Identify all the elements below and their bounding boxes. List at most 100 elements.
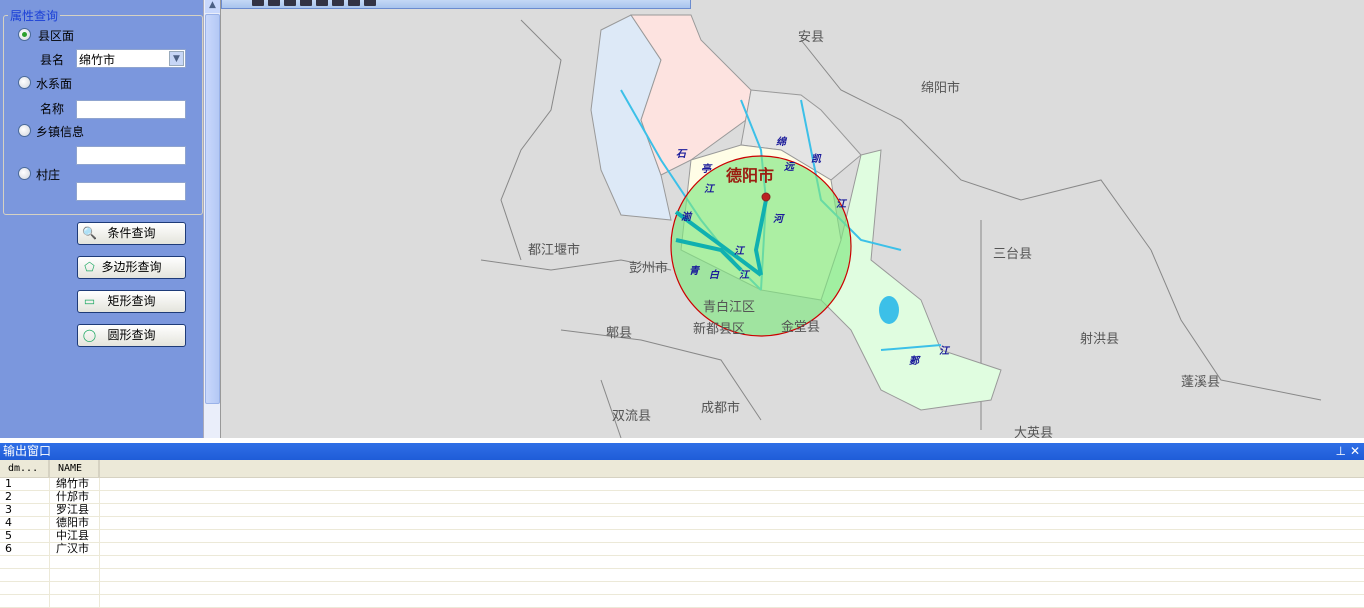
map-view[interactable]: 德阳市 安县 绵阳市 都江堰市 彭州市 青白江区 郫县 新都县区 金堂县 三台县… (220, 0, 1364, 438)
select-icon[interactable] (316, 0, 328, 6)
output-window: 输出窗口 ⊥ ✕ dm... NAME 1 绵竹市 2 什邡市 3 罗江县 4 德阳市 5 中江县 6 广… (0, 443, 1364, 608)
map-label: 大英县 (1014, 426, 1054, 438)
panel-scrollbar[interactable]: ▲ (203, 0, 220, 438)
pin-icon[interactable]: ⊥ (1335, 444, 1346, 458)
county-value: 绵竹市 (79, 53, 116, 67)
scroll-thumb[interactable] (205, 14, 220, 404)
name-label: 名称 (40, 102, 65, 116)
lake (879, 296, 899, 324)
cell-name: 什邡市 (50, 491, 100, 503)
county-select[interactable]: 绵竹市 ▼ (76, 49, 186, 68)
table-body: 1 绵竹市 2 什邡市 3 罗江县 4 德阳市 5 中江县 6 广汉市 (0, 478, 1364, 608)
river (674, 210, 763, 277)
river-label: 青 (689, 266, 699, 277)
table-row[interactable]: 5 中江县 (0, 530, 1364, 543)
full-extent-icon[interactable] (300, 0, 312, 6)
map-label: 都江堰市 (528, 243, 581, 258)
county-label: 县名 (40, 53, 65, 67)
measure-icon[interactable] (332, 0, 344, 6)
cell-name: 广汉市 (50, 543, 100, 555)
map-label: 郫县 (606, 326, 633, 341)
circle-select-icon: ◯ (82, 328, 97, 342)
chevron-down-icon[interactable]: ▼ (169, 51, 184, 66)
rectangle-query-button[interactable]: ▭ 矩形查询 (77, 290, 186, 313)
polygon-select-icon: ⬠ (84, 260, 95, 274)
cell-dm: 6 (0, 543, 50, 555)
pan-icon[interactable] (284, 0, 296, 6)
radio-village-label: 村庄 (36, 168, 61, 182)
town-input[interactable] (76, 146, 186, 165)
village-input[interactable] (76, 182, 186, 201)
boundary (1150, 249, 1322, 401)
table-row[interactable]: 1 绵竹市 (0, 478, 1364, 491)
table-row[interactable]: 6 广汉市 (0, 543, 1364, 556)
zoom-in-icon[interactable] (252, 0, 264, 6)
cell-name: 罗江县 (50, 504, 100, 516)
radio-town[interactable] (18, 124, 31, 137)
table-row[interactable]: 4 德阳市 (0, 517, 1364, 530)
column-header[interactable]: dm... (0, 460, 50, 477)
zoom-out-icon[interactable] (268, 0, 280, 6)
map-canvas (480, 14, 1322, 438)
map-label: 安县 (798, 30, 825, 45)
river-label: 河 (773, 214, 783, 225)
map-label: 成都市 (701, 401, 741, 416)
boundary (500, 19, 562, 261)
boundary (480, 259, 672, 271)
river-label: 湔 (681, 212, 691, 223)
table-row[interactable]: 2 什邡市 (0, 491, 1364, 504)
boundary (560, 329, 762, 421)
attribute-query-group (3, 15, 203, 215)
river-label: 江 (704, 184, 714, 195)
query-panel: 属性查询 县区面 县名 绵竹市 ▼ 水系面 名称 乡镇信息 村庄 🔍 条件查询 ⬠ 多… (0, 0, 203, 438)
button-label: 圆形查询 (107, 328, 156, 342)
boundary (800, 39, 1152, 251)
radio-water-label: 水系面 (36, 77, 73, 91)
circle-query-button[interactable]: ◯ 圆形查询 (77, 324, 186, 347)
river-label: 江 (836, 199, 846, 210)
cell-dm: 4 (0, 517, 50, 529)
output-title: 输出窗口 (3, 444, 52, 458)
river-label: 远 (784, 162, 794, 173)
river-label: 绵 (776, 137, 786, 148)
boundary (600, 379, 622, 438)
table-row[interactable]: 3 罗江县 (0, 504, 1364, 517)
query-circle (670, 155, 852, 337)
river-label: 凯 (811, 154, 821, 165)
cell-dm: 3 (0, 504, 50, 516)
cell-name: 德阳市 (50, 517, 100, 529)
river-label: 石 (676, 149, 686, 160)
map-label: 射洪县 (1080, 332, 1120, 347)
identify-icon[interactable] (348, 0, 360, 6)
condition-query-button[interactable]: 🔍 条件查询 (77, 222, 186, 245)
print-icon[interactable] (364, 0, 376, 6)
map-label: 新都县区 (693, 322, 746, 337)
scroll-up-icon[interactable]: ▲ (205, 0, 220, 13)
radio-village[interactable] (18, 167, 31, 180)
radio-town-label: 乡镇信息 (36, 125, 85, 139)
rectangle-select-icon: ▭ (83, 294, 96, 308)
cell-dm: 2 (0, 491, 50, 503)
river-label: 江 (739, 270, 749, 281)
river (675, 238, 743, 272)
radio-county[interactable] (18, 28, 31, 41)
close-icon[interactable]: ✕ (1349, 444, 1360, 458)
map-label: 彭州市 (629, 261, 669, 276)
map-toolbar[interactable] (221, 0, 691, 9)
button-label: 矩形查询 (107, 294, 156, 308)
map-label: 金堂县 (781, 320, 821, 335)
name-input[interactable] (76, 100, 186, 119)
polygon-query-button[interactable]: ⬠ 多边形查询 (77, 256, 186, 279)
city-marker (761, 192, 771, 202)
map-label: 绵阳市 (921, 81, 961, 96)
cell-dm: 1 (0, 478, 50, 490)
river-label: 江 (939, 346, 949, 357)
cell-dm: 5 (0, 530, 50, 542)
river (753, 199, 768, 276)
cell-name: 绵竹市 (50, 478, 100, 490)
column-header[interactable]: NAME (50, 460, 100, 477)
region-zhongjiang (820, 149, 1002, 411)
button-label: 多边形查询 (101, 260, 162, 274)
river-label: 江 (734, 246, 744, 257)
radio-water[interactable] (18, 76, 31, 89)
